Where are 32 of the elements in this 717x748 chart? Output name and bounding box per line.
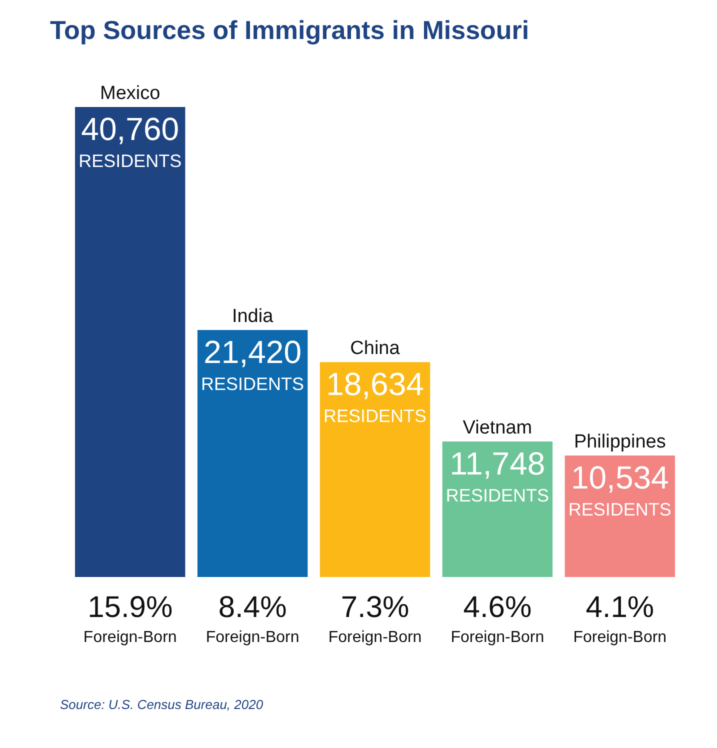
data-label: 18,634	[326, 366, 424, 402]
text: Foreign-Born	[206, 629, 300, 646]
text: Foreign-Born	[573, 629, 667, 646]
data-label: 11,748	[450, 446, 546, 482]
text: 8.4%	[218, 591, 287, 624]
data-label: 21,420	[204, 334, 302, 370]
annotation: RESIDENTS	[78, 151, 182, 171]
x-tick-label: India	[232, 306, 274, 328]
annotation: RESIDENTS	[446, 486, 549, 506]
text: Foreign-Born	[328, 629, 422, 646]
bar	[442, 442, 553, 577]
annotation: RESIDENTS	[201, 374, 304, 394]
bar	[75, 107, 186, 577]
annotation: RESIDENTS	[568, 500, 672, 520]
text: Foreign-Born	[450, 629, 544, 646]
source-note: Source: U.S. Census Bureau, 2020	[60, 697, 264, 712]
bar	[320, 362, 430, 577]
text: 7.3%	[340, 591, 410, 624]
text: 4.1%	[586, 591, 654, 624]
x-tick-label: China	[350, 338, 400, 360]
text: 4.6%	[463, 591, 532, 624]
text: 15.9%	[88, 591, 173, 624]
text: Foreign-Born	[83, 629, 177, 646]
annotation: RESIDENTS	[323, 406, 427, 426]
data-label: 40,760	[81, 111, 180, 147]
chart-title: Top Sources of Immigrants in Missouri	[50, 15, 530, 45]
x-tick-label: Vietnam	[462, 418, 532, 439]
bar	[564, 456, 675, 577]
x-tick-label: Mexico	[100, 83, 160, 104]
x-tick-label: Philippines	[574, 432, 666, 453]
bar	[197, 330, 308, 577]
data-label: 10,534	[570, 460, 669, 496]
